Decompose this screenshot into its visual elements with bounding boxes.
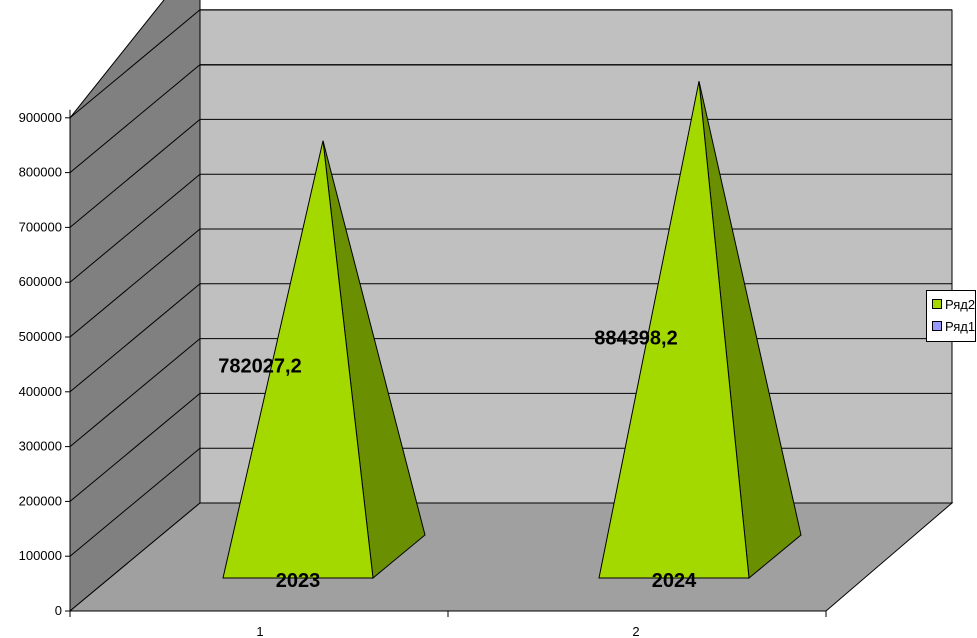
y-tick-label: 300000 xyxy=(19,439,62,454)
y-tick-label: 700000 xyxy=(19,219,62,234)
y-tick-label: 100000 xyxy=(19,548,62,563)
chart-labels: 782027,2 2023 1 884398,2 2024 2 xyxy=(218,328,697,638)
pyramid-1 xyxy=(222,140,426,579)
gridline-side xyxy=(69,119,201,228)
gridline-side xyxy=(69,338,201,447)
legend-label: Ряд1 xyxy=(945,318,976,334)
legend-entry-series-2: Ряд2 xyxy=(932,296,975,312)
base-label: 2023 xyxy=(276,570,321,592)
gridline-side xyxy=(69,64,201,173)
legend-swatch xyxy=(932,299,942,309)
y-tick-label: 500000 xyxy=(19,329,62,344)
legend-swatch xyxy=(932,321,942,331)
y-tick-label: 200000 xyxy=(19,493,62,508)
y-tick-label: 0 xyxy=(55,603,62,618)
legend-entry-series-1: Ряд1 xyxy=(932,318,975,334)
y-tick-label: 400000 xyxy=(19,384,62,399)
y-tick-label: 600000 xyxy=(19,274,62,289)
gridline-side xyxy=(69,447,201,557)
pyramid-front-face xyxy=(598,81,750,579)
y-axis: 0 100000 200000 300000 400000 500000 600000 700… xyxy=(19,109,827,618)
legend: Ряд2 Ряд1 xyxy=(926,290,976,342)
pyramid-bars xyxy=(222,81,802,579)
gridline-side xyxy=(69,173,201,283)
pyramid-2 xyxy=(598,81,802,579)
floor xyxy=(68,502,954,612)
gridline-side xyxy=(69,9,201,119)
gridline-side xyxy=(69,228,201,338)
pyramid-front-face xyxy=(222,140,374,579)
base-label: 2024 xyxy=(652,570,697,592)
data-label: 884398,2 xyxy=(594,328,677,350)
gridline-side xyxy=(69,283,201,393)
legend-label: Ряд2 xyxy=(945,296,976,312)
x-tick-label: 2 xyxy=(632,624,639,638)
y-tick-label: 800000 xyxy=(19,165,62,180)
chart-walls xyxy=(68,0,954,613)
data-label: 782027,2 xyxy=(218,355,301,377)
gridline-side xyxy=(69,393,201,502)
y-tick-label: 900000 xyxy=(19,110,62,125)
x-tick-label: 1 xyxy=(256,624,263,638)
